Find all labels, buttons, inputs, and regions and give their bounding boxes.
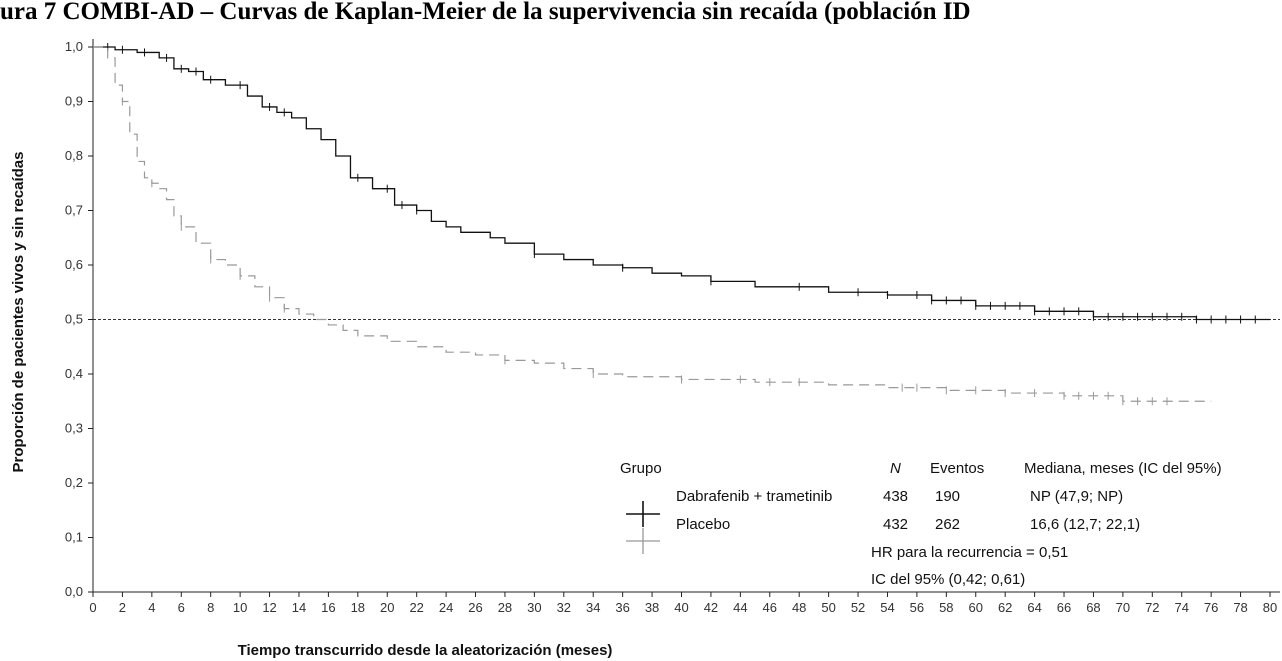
x-tick-label: 20 bbox=[380, 600, 394, 615]
legend-row-2-events: 262 bbox=[935, 516, 960, 533]
y-tick-label: 0,8 bbox=[65, 148, 83, 163]
x-axis-title: Tiempo transcurrido desde la aleatorizac… bbox=[238, 642, 613, 659]
x-tick-label: 14 bbox=[292, 600, 306, 615]
figure-title: ura 7 COMBI-AD – Curvas de Kaplan-Meier … bbox=[0, 0, 971, 24]
y-tick-label: 0,7 bbox=[65, 203, 83, 218]
x-tick-label: 54 bbox=[880, 600, 894, 615]
chart-axes: 0,00,10,20,30,40,50,60,70,80,91,00 2 4 6 8 10… bbox=[65, 39, 1280, 615]
x-tick-label: 74 bbox=[1174, 600, 1188, 615]
x-tick-label: 60 bbox=[969, 600, 983, 615]
x-tick-label: 46 bbox=[763, 600, 777, 615]
x-tick-label: 50 bbox=[821, 600, 835, 615]
x-tick-label: 28 bbox=[498, 600, 512, 615]
x-tick-label: 70 bbox=[1116, 600, 1130, 615]
legend-header-median: Mediana, meses (IC del 95%) bbox=[1024, 460, 1222, 477]
x-tick-label: 36 bbox=[615, 600, 629, 615]
y-tick-label: 0,4 bbox=[65, 366, 83, 381]
legend-row-1-name: Dabrafenib + trametinib bbox=[676, 488, 832, 505]
y-tick-label: 0,9 bbox=[65, 94, 83, 109]
x-tick-label: 12 bbox=[262, 600, 276, 615]
x-tick-label: 44 bbox=[733, 600, 747, 615]
legend-row-1-n: 438 bbox=[883, 488, 908, 505]
x-tick-label: 76 bbox=[1204, 600, 1218, 615]
curves-group bbox=[93, 43, 1270, 406]
x-tick-label: 56 bbox=[910, 600, 924, 615]
legend-row-1-events: 190 bbox=[935, 488, 960, 505]
x-tick-label: 30 bbox=[527, 600, 541, 615]
legend-row-1-median: NP (47,9; NP) bbox=[1030, 488, 1123, 505]
x-tick-label: 68 bbox=[1086, 600, 1100, 615]
x-tick-label: 18 bbox=[351, 600, 365, 615]
x-tick-label: 72 bbox=[1145, 600, 1159, 615]
x-tick-label: 38 bbox=[645, 600, 659, 615]
legend: Grupo N Eventos Mediana, meses (IC del 9… bbox=[620, 460, 1222, 588]
y-axis-title: Proporción de pacientes vivos y sin reca… bbox=[10, 152, 27, 473]
x-tick-label: 4 bbox=[148, 600, 155, 615]
legend-header-events: Eventos bbox=[930, 460, 984, 477]
x-tick-label: 26 bbox=[468, 600, 482, 615]
y-tick-label: 1,0 bbox=[65, 39, 83, 54]
x-tick-label: 32 bbox=[557, 600, 571, 615]
y-tick-label: 0,2 bbox=[65, 475, 83, 490]
x-tick-label: 66 bbox=[1057, 600, 1071, 615]
legend-row-2-n: 432 bbox=[883, 516, 908, 533]
legend-row-2-name: Placebo bbox=[676, 516, 730, 533]
y-tick-label: 0,6 bbox=[65, 257, 83, 272]
x-tick-label: 78 bbox=[1233, 600, 1247, 615]
legend-marks bbox=[626, 501, 660, 554]
y-tick-label: 0,3 bbox=[65, 421, 83, 436]
x-tick-label: 8 bbox=[207, 600, 214, 615]
x-tick-label: 48 bbox=[792, 600, 806, 615]
x-tick-label: 62 bbox=[998, 600, 1012, 615]
x-tick-label: 42 bbox=[704, 600, 718, 615]
x-tick-label: 16 bbox=[321, 600, 335, 615]
x-tick-label: 40 bbox=[674, 600, 688, 615]
x-tick-label: 6 bbox=[178, 600, 185, 615]
x-tick-label: 64 bbox=[1027, 600, 1041, 615]
x-tick-label: 34 bbox=[586, 600, 600, 615]
series-line-placebo bbox=[93, 46, 1212, 402]
y-tick-label: 0,0 bbox=[65, 584, 83, 599]
x-tick-label: 24 bbox=[439, 600, 453, 615]
series-line-dabrafenib-trametinib bbox=[93, 46, 1270, 321]
legend-note-ci: IC del 95% (0,42; 0,61) bbox=[871, 571, 1025, 588]
x-tick-label: 0 bbox=[89, 600, 96, 615]
legend-title: Grupo bbox=[620, 460, 662, 477]
legend-row-2-median: 16,6 (12,7; 22,1) bbox=[1030, 516, 1140, 533]
x-tick-label: 10 bbox=[233, 600, 247, 615]
x-tick-label: 80 bbox=[1263, 600, 1277, 615]
y-tick-label: 0,1 bbox=[65, 530, 83, 545]
y-tick-label: 0,5 bbox=[65, 312, 83, 327]
x-tick-label: 22 bbox=[409, 600, 423, 615]
x-tick-label: 2 bbox=[119, 600, 126, 615]
x-tick-label: 58 bbox=[939, 600, 953, 615]
x-tick-label: 52 bbox=[851, 600, 865, 615]
legend-note-hr: HR para la recurrencia = 0,51 bbox=[871, 544, 1068, 561]
legend-header-n: N bbox=[890, 460, 901, 477]
